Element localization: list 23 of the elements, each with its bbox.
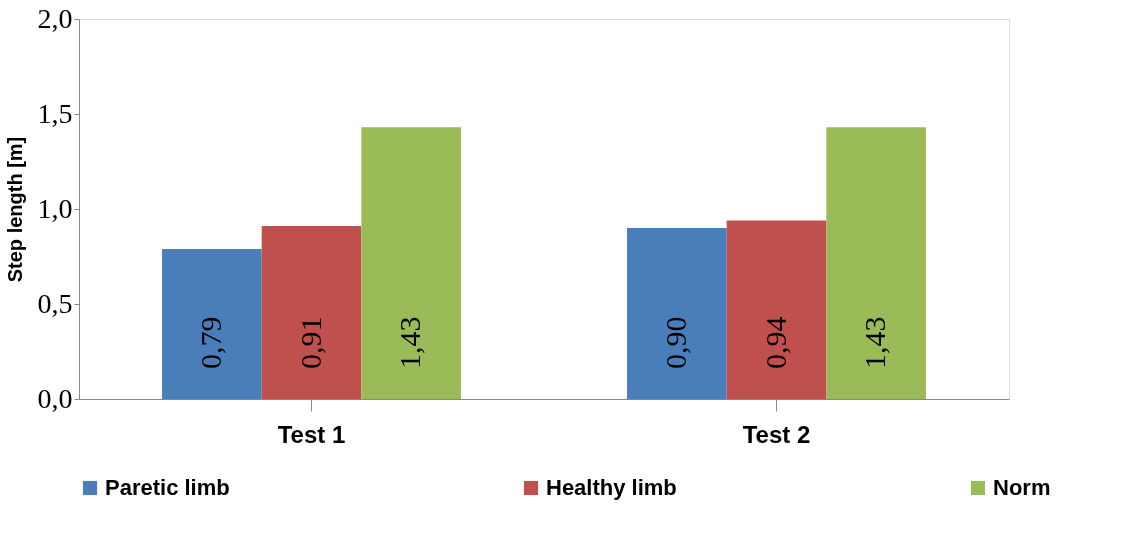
data-label: 1,43 [858,316,892,369]
data-label: 0,91 [293,316,327,369]
bar [261,226,362,399]
y-tick-label: 0,5 [37,287,73,319]
data-label: 0,79 [193,316,227,369]
data-label: 1,43 [393,316,427,369]
bar [826,127,926,399]
x-tick-label: Test 1 [277,420,346,448]
legend-label: Norm [993,475,1051,500]
y-tick-label: 1,5 [37,97,73,129]
y-tick-label: 2,0 [37,2,73,34]
legend-label: Healthy limb [546,475,677,500]
bar [627,228,727,399]
y-tick-label: 0,0 [37,382,73,414]
x-tick-label: Test 2 [742,420,811,448]
y-tick-label: 1,0 [37,192,73,224]
data-label: 0,90 [658,316,692,369]
bar [162,248,262,399]
y-axis-title: Step length [m] [3,136,26,283]
bar [726,220,827,399]
legend-label: Paretic limb [105,475,230,500]
bar [361,127,461,399]
data-label: 0,94 [758,316,792,369]
